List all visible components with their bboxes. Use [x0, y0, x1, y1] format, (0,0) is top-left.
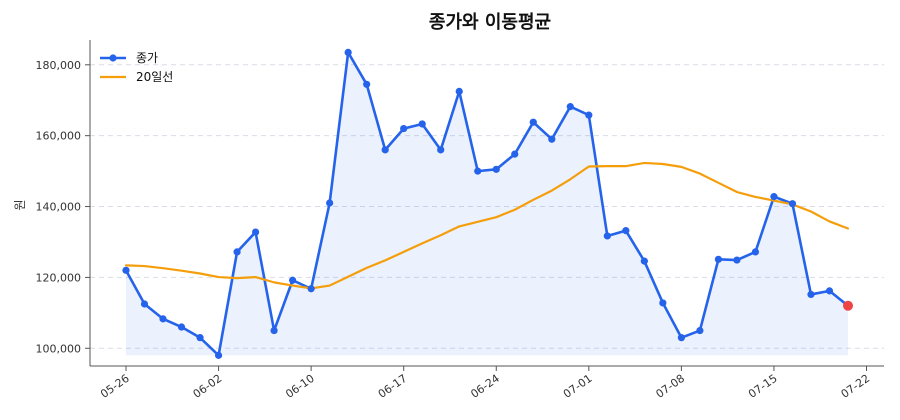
close-point	[696, 326, 704, 335]
close-point	[548, 135, 556, 143]
close-point	[418, 120, 426, 128]
close-point	[788, 200, 797, 208]
close-point	[603, 232, 611, 240]
close-point	[400, 124, 408, 133]
close-point	[640, 257, 648, 265]
close-point	[122, 266, 130, 274]
x-tick-label: 06-17	[376, 372, 410, 401]
legend-ma20-label: 20일선	[136, 70, 173, 84]
x-tick-label: 07-08	[653, 372, 687, 401]
close-point	[214, 351, 223, 359]
x-tick-label: 07-15	[746, 372, 780, 401]
close-point	[233, 248, 241, 256]
close-area-fill	[126, 52, 848, 356]
close-point	[326, 199, 334, 207]
close-point	[529, 118, 537, 126]
close-point	[714, 255, 723, 263]
area-fill-layer	[126, 52, 848, 356]
close-point	[177, 323, 186, 331]
x-tick-label: 06-24	[468, 372, 502, 401]
y-tick-label: 100,000	[36, 342, 82, 355]
series-layer	[122, 48, 853, 359]
close-price-line	[124, 51, 850, 357]
x-tick-label: 07-01	[561, 372, 595, 401]
y-tick-label: 120,000	[36, 271, 82, 284]
close-point	[381, 146, 389, 154]
close-point	[751, 248, 760, 256]
legend: 종가 20일선	[100, 51, 173, 84]
close-point	[344, 48, 352, 57]
chart-title: 종가와 이동평균	[429, 12, 551, 33]
close-point	[622, 227, 630, 235]
close-point	[159, 315, 167, 323]
close-point	[196, 334, 204, 342]
last-close-point	[843, 300, 853, 311]
x-tick-label: 06-02	[191, 372, 225, 401]
close-point	[566, 103, 574, 111]
close-point	[770, 193, 778, 201]
close-point	[140, 300, 149, 308]
close-point	[659, 299, 667, 307]
close-point	[511, 150, 519, 158]
close-point	[289, 276, 297, 284]
close-point	[677, 334, 685, 342]
y-tick-label: 160,000	[36, 130, 82, 143]
grid-layer	[90, 64, 884, 349]
close-point	[807, 290, 815, 299]
x-tick-label: 06-10	[283, 372, 317, 401]
close-point	[733, 256, 741, 264]
close-point	[270, 326, 278, 335]
y-tick-label: 140,000	[36, 201, 82, 214]
legend-close-marker	[109, 54, 117, 62]
x-tick-label: 05-26	[98, 372, 132, 401]
close-point	[825, 287, 834, 295]
close-point	[251, 228, 260, 236]
y-tick-label: 180,000	[36, 59, 82, 72]
ma20-line	[124, 161, 850, 290]
legend-close-label: 종가	[136, 51, 158, 65]
close-point	[585, 111, 593, 119]
close-point	[474, 167, 482, 175]
x-tick-label: 07-22	[839, 372, 873, 401]
close-point	[307, 285, 315, 293]
close-point	[455, 87, 463, 95]
close-point	[363, 80, 371, 88]
close-point	[492, 165, 500, 173]
close-point	[437, 146, 445, 154]
y-axis-label: 원	[13, 199, 27, 210]
